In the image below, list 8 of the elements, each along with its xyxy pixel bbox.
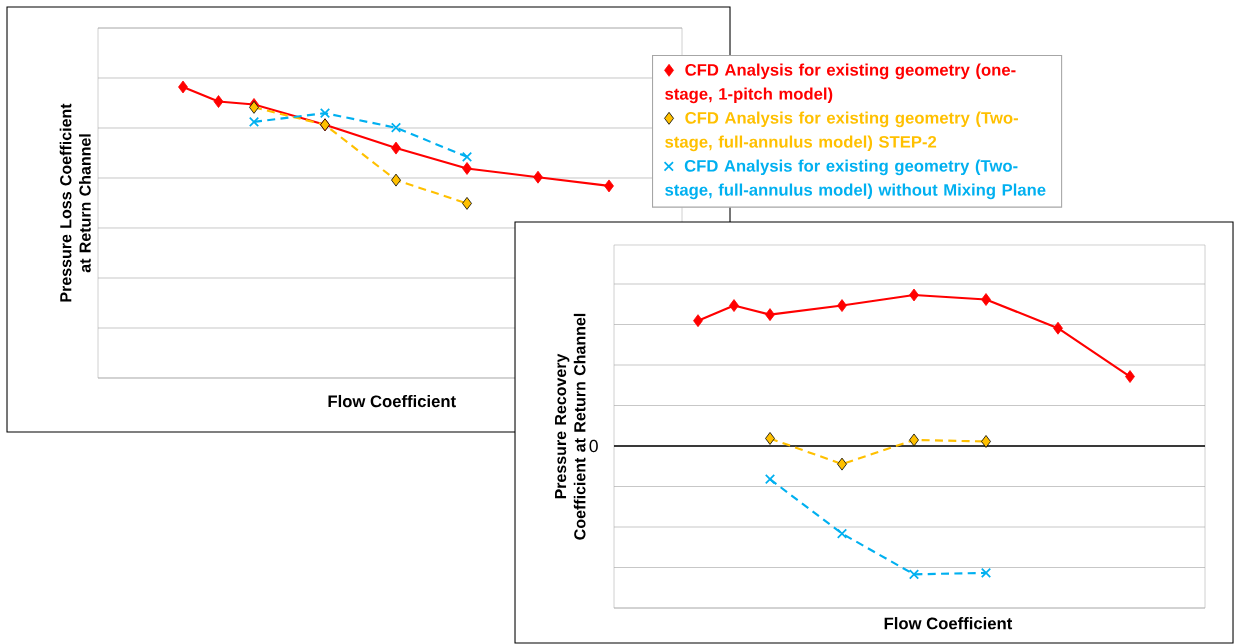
legend-label: CFD Analysis for existing geometry (one-stage, 1-pitch model) [665,63,1016,104]
x-axis-title: Flow Coefficient [328,394,456,408]
y-axis-title: Pressure Recovery Coefficient at Return Channel [555,313,586,540]
y-axis-title: Pressure Loss Coefficient at Return Channel [59,103,91,302]
x-axis-title: Flow Coefficient [884,617,1013,630]
legend-label: CFD Analysis for existing geometry (Two-stage, full-annulus model) without Mixing Plane [665,159,1046,200]
legend-label: CFD Analysis for existing geometry (Two-stage, full-annulus model) STEP-2 [665,111,1018,152]
ref-line-label: 0 [589,439,598,453]
